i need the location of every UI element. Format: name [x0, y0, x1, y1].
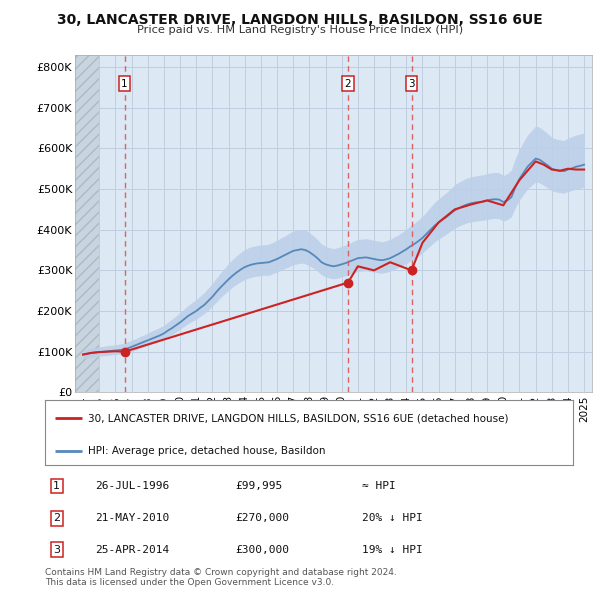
Text: £270,000: £270,000 — [235, 513, 289, 523]
Text: Price paid vs. HM Land Registry's House Price Index (HPI): Price paid vs. HM Land Registry's House … — [137, 25, 463, 35]
Text: £99,995: £99,995 — [235, 481, 283, 491]
Text: 3: 3 — [408, 78, 415, 88]
Text: 3: 3 — [53, 545, 60, 555]
Text: 25-APR-2014: 25-APR-2014 — [95, 545, 169, 555]
Text: 21-MAY-2010: 21-MAY-2010 — [95, 513, 169, 523]
Text: HPI: Average price, detached house, Basildon: HPI: Average price, detached house, Basi… — [88, 445, 326, 455]
Text: 1: 1 — [121, 78, 128, 88]
Bar — [75, 55, 99, 392]
Text: ≈ HPI: ≈ HPI — [362, 481, 395, 491]
Text: 26-JUL-1996: 26-JUL-1996 — [95, 481, 169, 491]
Text: 20% ↓ HPI: 20% ↓ HPI — [362, 513, 422, 523]
Text: 1: 1 — [53, 481, 60, 491]
Text: 2: 2 — [344, 78, 351, 88]
Text: £300,000: £300,000 — [235, 545, 289, 555]
Text: 19% ↓ HPI: 19% ↓ HPI — [362, 545, 422, 555]
Text: 2: 2 — [53, 513, 60, 523]
Text: 30, LANCASTER DRIVE, LANGDON HILLS, BASILDON, SS16 6UE: 30, LANCASTER DRIVE, LANGDON HILLS, BASI… — [57, 13, 543, 27]
Text: 30, LANCASTER DRIVE, LANGDON HILLS, BASILDON, SS16 6UE (detached house): 30, LANCASTER DRIVE, LANGDON HILLS, BASI… — [88, 413, 509, 423]
Text: Contains HM Land Registry data © Crown copyright and database right 2024.
This d: Contains HM Land Registry data © Crown c… — [45, 568, 397, 587]
